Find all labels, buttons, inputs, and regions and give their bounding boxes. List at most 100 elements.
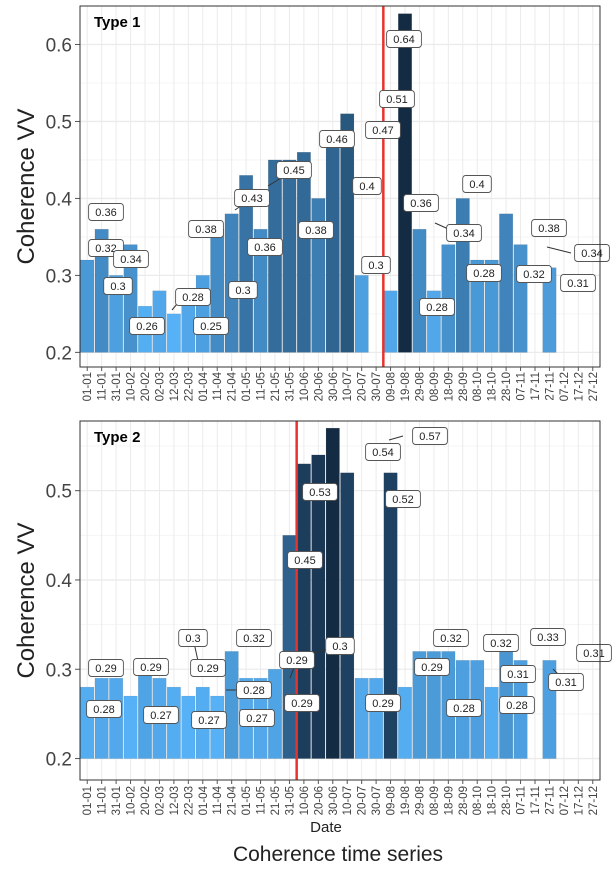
data-label: 0.28 — [446, 699, 482, 717]
x-tick-label: 28-10 — [501, 786, 513, 815]
data-label-text: 0.29 — [197, 663, 218, 675]
bar-20-07 — [354, 677, 369, 759]
bar-30-06 — [325, 427, 340, 759]
data-label: 0.34 — [574, 244, 610, 262]
data-label-box — [352, 177, 382, 195]
x-tick-label: 27-11 — [544, 372, 556, 401]
data-label-box — [276, 161, 312, 179]
data-label-box — [239, 709, 275, 727]
data-label-text: 0.28 — [243, 685, 264, 697]
data-label-box — [414, 658, 450, 676]
x-tick-label: 02-03 — [154, 786, 166, 815]
data-label: 0.4 — [462, 175, 492, 193]
x-tick-label: 11-01 — [97, 372, 109, 401]
bar-11-01 — [94, 677, 109, 759]
data-label-text: 0.27 — [246, 713, 267, 725]
data-label-text: 0.3 — [332, 641, 347, 653]
data-label: 0.64 — [386, 30, 422, 48]
data-label: 0.29 — [284, 694, 320, 712]
data-label-text: 0.43 — [241, 193, 262, 205]
data-label-box — [188, 220, 224, 238]
x-tick-label: 12-03 — [169, 786, 181, 815]
x-tick-label: 29-08 — [414, 786, 426, 815]
data-label: 0.28 — [499, 696, 535, 714]
data-label: 0.4 — [352, 177, 382, 195]
x-tick-label: 28-09 — [458, 786, 470, 815]
data-label: 0.32 — [483, 634, 519, 652]
data-label-text: 0.32 — [440, 633, 461, 645]
x-tick-label: 22-03 — [183, 372, 195, 401]
data-label: 0.29 — [190, 659, 226, 677]
data-label-box — [560, 274, 596, 292]
data-label-box — [462, 175, 492, 193]
bar-19-08 — [398, 686, 412, 759]
data-label: 0.31 — [560, 274, 596, 292]
data-label: 0.33 — [530, 628, 566, 646]
x-tick-label: 10-06 — [299, 786, 311, 815]
panel-1: 0.2 0.3 0.4 0.5 0.6 0.36 0.32 0.3 0.34 0.26 0.28 0.… — [13, 5, 610, 401]
data-label-box — [86, 700, 122, 718]
x-tick-label: 31-05 — [284, 372, 296, 401]
data-label-box — [234, 189, 270, 207]
bar-21-04 — [224, 651, 239, 759]
data-label: 0.54 — [365, 443, 401, 461]
panel-border — [79, 5, 601, 368]
data-label: 0.25 — [193, 317, 229, 335]
data-label-text: 0.28 — [506, 700, 527, 712]
x-tick-label: 18-10 — [487, 372, 499, 401]
data-label-text: 0.34 — [453, 228, 474, 240]
data-label-text: 0.31 — [567, 278, 588, 290]
bar-29-08 — [412, 228, 427, 353]
data-label-text: 0.64 — [393, 34, 414, 46]
data-label-box — [385, 490, 421, 508]
x-tick-label: 11-05 — [256, 786, 268, 815]
data-label-box — [284, 694, 320, 712]
data-label-text: 0.3 — [110, 281, 125, 293]
data-label-box — [531, 219, 567, 237]
data-label-text: 0.36 — [410, 198, 431, 210]
data-label: 0.31 — [500, 665, 536, 683]
bar-31-05 — [282, 159, 297, 353]
data-label-text: 0.29 — [372, 698, 393, 710]
data-label-box — [178, 629, 208, 647]
y-tick-label: 0.3 — [46, 266, 72, 287]
data-label-text: 0.53 — [309, 487, 330, 499]
x-tick-label: 31-05 — [284, 786, 296, 815]
x-tick-label: 20-06 — [313, 372, 325, 401]
data-label: 0.29 — [414, 658, 450, 676]
data-label: 0.3 — [228, 281, 258, 299]
bar-12-03 — [166, 313, 181, 353]
data-label-box — [236, 681, 272, 699]
bar-10-07 — [340, 113, 355, 353]
data-label-text: 0.32 — [490, 638, 511, 650]
data-label-text: 0.28 — [182, 292, 203, 304]
x-tick-label: 07-11 — [516, 372, 528, 401]
data-label: 0.3 — [178, 629, 208, 647]
data-label-box — [133, 658, 169, 676]
x-tick-label: 17-11 — [530, 372, 542, 401]
y-axis-label: Coherence VV — [13, 522, 40, 678]
data-label-text: 0.36 — [254, 242, 275, 254]
data-label-box — [319, 130, 355, 148]
data-label: 0.34 — [113, 250, 149, 268]
data-label: 0.29 — [279, 651, 315, 669]
data-label: 0.36 — [88, 203, 124, 221]
data-label-text: 0.3 — [368, 260, 383, 272]
data-label-box — [433, 629, 469, 647]
data-label-box — [379, 90, 415, 108]
data-label: 0.32 — [516, 265, 552, 283]
y-tick-label: 0.5 — [46, 482, 72, 503]
data-label-text: 0.46 — [326, 134, 347, 146]
bar-09-08 — [383, 472, 398, 759]
x-tick-label: 10-07 — [342, 372, 354, 401]
data-label-text: 0.25 — [200, 321, 221, 333]
data-label-box — [499, 696, 535, 714]
data-label-text: 0.45 — [283, 165, 304, 177]
x-tick-label: 20-06 — [313, 786, 325, 815]
data-label: 0.32 — [236, 629, 272, 647]
x-tick-label: 08-10 — [472, 372, 484, 401]
data-label: 0.31 — [576, 644, 612, 662]
x-tick-label: 18-09 — [443, 786, 455, 815]
y-tick-label: 0.6 — [46, 35, 72, 56]
